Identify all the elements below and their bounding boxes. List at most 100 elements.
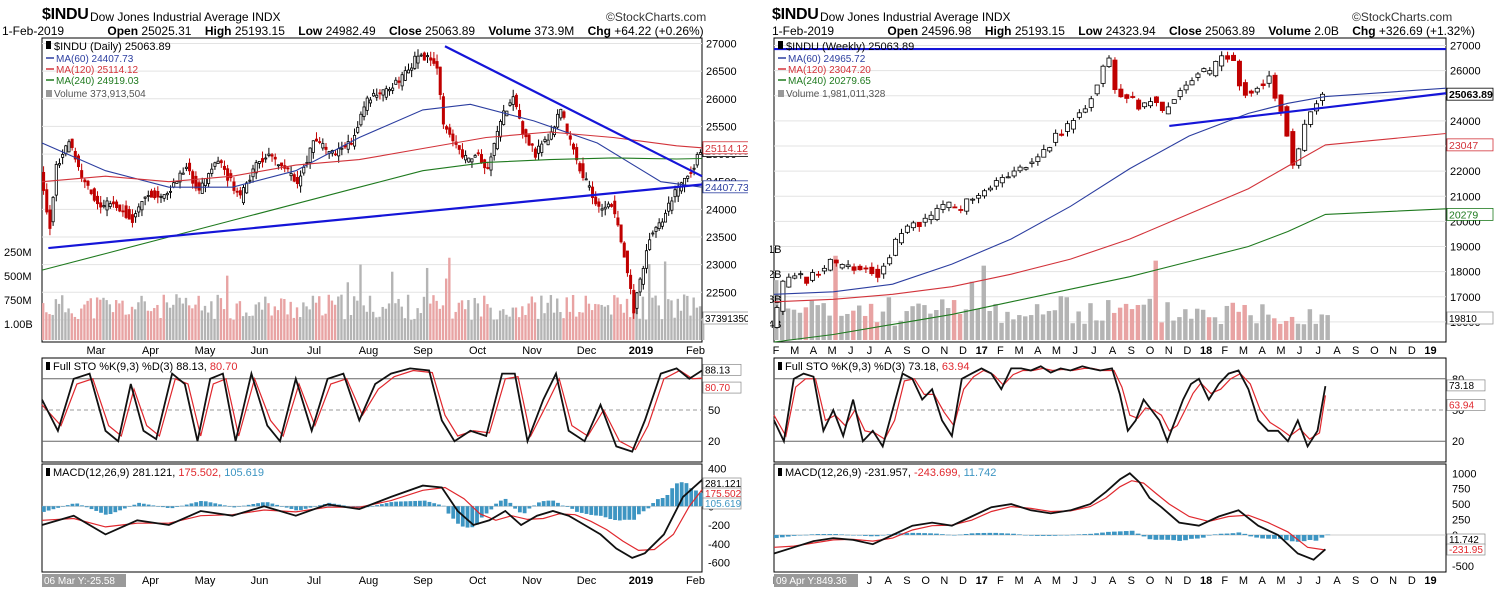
macd-histogram-bar	[928, 533, 933, 535]
candle-body	[495, 131, 499, 150]
volume-bar	[95, 297, 99, 340]
price-tick-label: 24000	[1450, 116, 1481, 128]
volume-bar	[387, 303, 391, 340]
candle-body	[1231, 54, 1237, 61]
macd-histogram-bar	[636, 506, 641, 515]
macd-histogram-bar	[627, 506, 632, 520]
macd-histogram-bar	[408, 501, 413, 507]
sto-legend-swatch	[778, 362, 782, 370]
trendline-support	[1169, 92, 1447, 128]
volume-label: Volume	[488, 24, 531, 38]
sto-tag-text: 88.13	[705, 365, 730, 376]
macd-histogram-bar	[479, 506, 484, 518]
macd-histogram-bar	[951, 534, 957, 536]
volume-bar	[644, 319, 648, 340]
macd-histogram-bar	[308, 506, 313, 508]
macd-histogram-bar	[862, 534, 868, 536]
volume-bar	[54, 299, 58, 340]
candle-body	[321, 143, 325, 149]
candle-body	[610, 204, 614, 207]
candle-body	[657, 222, 661, 230]
candle-body	[143, 196, 147, 199]
macd-histogram-bar	[270, 503, 275, 507]
x-axis-label: N	[940, 345, 948, 357]
volume-bar	[815, 305, 820, 340]
macd-histogram-bar	[613, 506, 617, 521]
ma240-line	[41, 157, 703, 271]
macd-tick-label: 400	[708, 464, 726, 476]
candle-body	[73, 150, 77, 160]
volume-bar	[1052, 310, 1058, 340]
sto-d-value: 80.70	[210, 361, 238, 373]
x-axis-label-bottom: J	[1297, 575, 1303, 587]
candle-body	[1076, 112, 1082, 118]
macd-histogram-bar	[940, 534, 945, 535]
volume-bar	[45, 312, 48, 340]
volume-bar	[121, 300, 124, 340]
volume-bar	[73, 316, 77, 340]
volume-tag	[1446, 311, 1494, 325]
volume-bar	[922, 305, 927, 340]
macd-histogram-bar	[1123, 531, 1129, 535]
macd-histogram-bar	[1070, 534, 1076, 536]
volume-bar	[1070, 323, 1075, 340]
macd-tag-text: 11.742	[1449, 535, 1479, 546]
candle-body	[1266, 75, 1272, 84]
volume-bar	[549, 295, 553, 340]
macd-histogram-bar	[379, 504, 384, 507]
volume-bar	[1183, 309, 1188, 340]
volume-bar	[483, 295, 486, 340]
candle-body	[606, 203, 610, 208]
volume-bar	[159, 317, 162, 340]
candle-body	[337, 148, 341, 157]
macd-histogram-bar	[993, 532, 999, 535]
candle-body	[993, 180, 999, 187]
x-axis-label-bottom: N	[1165, 575, 1173, 587]
candle-body	[934, 207, 940, 220]
macd-histogram-bar	[1017, 534, 1022, 535]
macd-histogram-bar	[42, 506, 46, 512]
volume-bar	[575, 316, 578, 340]
macd-histogram-bar	[51, 506, 56, 510]
macd-histogram-bar	[1005, 533, 1010, 535]
macd-histogram-bar	[80, 505, 84, 507]
macd-histogram-bar	[655, 499, 660, 507]
price-tick-label: 21000	[1450, 191, 1481, 203]
candle-body	[188, 162, 192, 172]
volume-bar	[1088, 303, 1093, 340]
volume-bar	[410, 319, 413, 340]
volume-bar	[1224, 305, 1230, 340]
macd-histogram-bar	[999, 533, 1005, 535]
macd-histogram-bar	[833, 534, 839, 535]
sto-tag	[1446, 399, 1486, 411]
candle-body	[851, 266, 857, 271]
candle-body	[276, 164, 280, 167]
volume-bar	[454, 311, 457, 340]
macd-histogram-bar	[910, 532, 916, 535]
macd-histogram-bar	[446, 506, 451, 514]
candle-body	[1296, 148, 1302, 166]
volume-bar	[337, 296, 340, 340]
candle-body	[54, 164, 58, 196]
macd-tick-label: -500	[1452, 561, 1474, 573]
candle-body	[184, 166, 188, 169]
candle-body	[648, 239, 652, 250]
macd-histogram-bar	[1189, 534, 1194, 539]
price-tick-label: 27000	[1450, 41, 1481, 53]
candle-body	[391, 87, 395, 91]
candle-body	[349, 142, 353, 145]
quote-date: 1-Feb-2019	[2, 24, 65, 38]
macd-histogram-bar	[904, 533, 910, 535]
candle-body	[1035, 156, 1041, 162]
volume-bar	[1011, 319, 1016, 340]
candle-body	[479, 154, 483, 164]
volume-bar	[283, 299, 286, 340]
macd-histogram-bar	[422, 500, 427, 507]
candle-body	[1112, 59, 1118, 90]
volume-bar	[587, 303, 591, 340]
macd-histogram-bar	[1034, 534, 1040, 536]
macd-histogram-bar	[113, 506, 118, 513]
macd-histogram-bar	[475, 506, 479, 525]
x-axis-label: M	[1239, 345, 1248, 357]
x-axis-label-bottom: Feb	[686, 575, 705, 587]
